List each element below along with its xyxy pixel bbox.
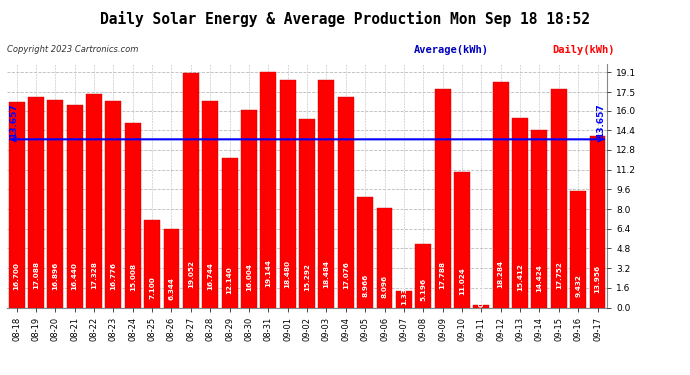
Bar <box>164 230 179 308</box>
Text: 17.752: 17.752 <box>555 261 562 289</box>
Bar <box>221 158 237 308</box>
Bar <box>512 118 528 308</box>
Bar <box>396 291 412 308</box>
Text: 1.336: 1.336 <box>401 282 407 305</box>
Text: 16.744: 16.744 <box>207 262 213 290</box>
Text: 19.144: 19.144 <box>266 260 271 287</box>
Text: 13.657: 13.657 <box>9 103 18 138</box>
Text: 18.484: 18.484 <box>324 260 329 288</box>
Text: 15.008: 15.008 <box>130 264 136 291</box>
Text: 16.896: 16.896 <box>52 261 59 290</box>
Bar <box>377 208 393 308</box>
Bar <box>570 191 586 308</box>
Text: 9.432: 9.432 <box>575 274 581 297</box>
Text: 19.052: 19.052 <box>188 260 194 288</box>
Bar <box>338 97 354 308</box>
Text: Daily Solar Energy & Average Production Mon Sep 18 18:52: Daily Solar Energy & Average Production … <box>100 11 590 27</box>
Text: 6.344: 6.344 <box>168 277 175 300</box>
Text: 15.292: 15.292 <box>304 263 310 291</box>
Text: 17.076: 17.076 <box>343 262 348 290</box>
Text: 14.424: 14.424 <box>536 264 542 292</box>
Text: 8.966: 8.966 <box>362 274 368 297</box>
Bar <box>144 220 160 308</box>
Bar <box>454 172 470 308</box>
Bar <box>28 97 44 308</box>
Bar <box>531 130 547 308</box>
Text: 17.088: 17.088 <box>33 261 39 290</box>
Text: Copyright 2023 Cartronics.com: Copyright 2023 Cartronics.com <box>7 45 138 54</box>
Text: 5.196: 5.196 <box>420 278 426 301</box>
Bar <box>319 80 335 308</box>
Bar <box>279 80 295 308</box>
Bar <box>241 111 257 308</box>
Text: 16.004: 16.004 <box>246 262 252 291</box>
Text: 17.328: 17.328 <box>91 261 97 289</box>
Text: Daily(kWh): Daily(kWh) <box>552 45 615 55</box>
Bar <box>202 101 218 308</box>
Bar <box>125 123 141 308</box>
Text: 15.412: 15.412 <box>517 263 523 291</box>
Text: 8.096: 8.096 <box>382 275 388 298</box>
Text: 16.776: 16.776 <box>110 262 117 290</box>
Bar <box>67 105 83 308</box>
Text: Average(kWh): Average(kWh) <box>414 45 489 55</box>
Text: 16.440: 16.440 <box>72 262 78 290</box>
Bar <box>9 102 25 308</box>
Bar <box>299 119 315 308</box>
Bar <box>415 243 431 308</box>
Text: 11.024: 11.024 <box>459 268 465 296</box>
Text: 18.480: 18.480 <box>285 260 290 288</box>
Bar <box>86 94 102 308</box>
Text: 13.956: 13.956 <box>595 264 600 292</box>
Bar <box>435 88 451 308</box>
Text: 13.657: 13.657 <box>596 103 605 138</box>
Bar <box>589 136 605 308</box>
Bar <box>106 101 121 308</box>
Text: 7.100: 7.100 <box>149 276 155 299</box>
Bar <box>48 99 63 308</box>
Bar <box>260 72 276 308</box>
Text: 18.284: 18.284 <box>497 260 504 288</box>
Text: 0.216: 0.216 <box>478 284 484 307</box>
Text: 16.700: 16.700 <box>14 262 19 290</box>
Bar <box>473 305 489 308</box>
Bar <box>493 82 509 308</box>
Bar <box>357 197 373 308</box>
Bar <box>551 89 566 308</box>
Bar <box>183 73 199 308</box>
Text: 12.140: 12.140 <box>226 267 233 294</box>
Text: 17.788: 17.788 <box>440 261 446 289</box>
